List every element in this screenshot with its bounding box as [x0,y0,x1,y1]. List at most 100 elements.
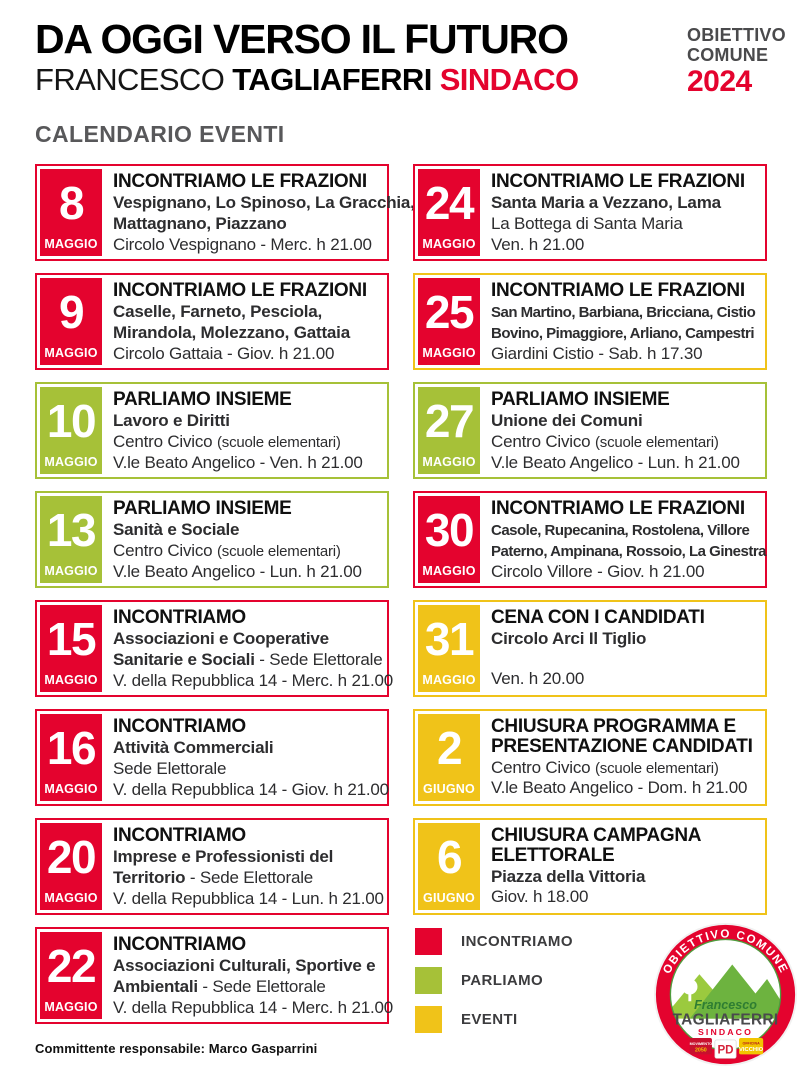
event-card: 8 MAGGIO INCONTRIAMO LE FRAZIONI Vespignano… [35,164,415,261]
event-date-block: 9 MAGGIO [40,278,102,365]
event-date-block: 6 GIUGNO [418,823,480,910]
text-segment: Attività Commerciali [113,737,274,757]
campaign-logo: OBIETTIVO COMUNE Francesco TAGLIAFERRI S… [653,922,798,1067]
event-date-block: 8 MAGGIO [40,169,102,256]
text-segment: Sanitarie e Sociali [113,650,255,670]
event-date-block: 2 GIUGNO [418,714,480,801]
text-segment: Casole, Rupecanina, Rostolena, Villore [491,521,750,539]
event-month: MAGGIO [422,455,476,469]
text-segment: Mirandola, Molezzano, Gattaia [113,323,350,343]
event-body: INCONTRIAMO LE FRAZIONI Santa Maria a Vez… [480,169,762,256]
event-detail-line: Vespignano, Lo Spinoso, La Gracchia, [113,193,415,214]
event-location-time: Giov. h 18.00 [491,887,589,907]
event-body: PARLIAMO INSIEME Unione dei Comuni Centro … [480,387,762,474]
events-column-left: 8 MAGGIO INCONTRIAMO LE FRAZIONI Vespignano… [35,164,415,1036]
event-title: INCONTRIAMO LE FRAZIONI [113,171,367,192]
text-segment: Bovino, Pimaggiore, Arliano, Campestri [491,325,755,343]
logo-role: SINDACO [698,1027,753,1037]
text-segment: (scuole elementari) [594,434,719,452]
event-detail-line: Piazza della Vittoria [491,867,758,888]
event-body: INCONTRIAMO Associazioni e Cooperative San… [102,605,394,692]
event-detail-line: Caselle, Farneto, Pesciola, [113,302,380,323]
section-title: CALENDARIO EVENTI [35,121,285,147]
legend-label: EVENTI [461,1011,518,1028]
event-month: MAGGIO [44,237,98,251]
event-card: 2 GIUGNO CHIUSURA PROGRAMMA E PRESENTAZION… [413,709,767,806]
event-day: 22 [46,940,97,992]
event-month: MAGGIO [44,1000,98,1014]
svg-text:2050: 2050 [695,1048,707,1054]
event-location-time: Circolo Vespignano - Merc. h 21.00 [113,235,372,255]
event-location-time: V. della Repubblica 14 - Merc. h 21.00 [113,998,394,1018]
text-segment: Circolo Arci Il Tiglio [491,628,647,648]
event-day: 8 [58,177,85,229]
event-card: 6 GIUGNO CHIUSURA CAMPAGNA ELETTORALE Piazz… [413,818,767,915]
event-detail-line: Mattagnano, Piazzano [113,214,380,235]
event-month: MAGGIO [44,782,98,796]
text-segment: Piazza della Vittoria [491,866,646,886]
event-day: 24 [424,177,475,229]
event-date-block: 24 MAGGIO [418,169,480,256]
event-day: 10 [46,395,97,447]
event-date-block: 22 MAGGIO [40,932,102,1019]
event-location-time: V.le Beato Angelico - Dom. h 21.00 [491,778,748,798]
legend-label: PARLIAMO [461,972,544,989]
event-location-time: V. della Repubblica 14 - Merc. h 21.00 [113,671,394,691]
event-card: 30 MAGGIO INCONTRIAMO LE FRAZIONI Casole, R… [413,491,767,588]
event-title: PARLIAMO INSIEME [113,389,292,410]
logo-tree-icon [682,979,698,995]
candidate-last-name: TAGLIAFERRI [232,62,440,98]
event-date-block: 13 MAGGIO [40,496,102,583]
event-detail-line: Imprese e Professionisti del [113,847,380,868]
event-detail-line: Centro Civico (scuole elementari) [113,432,380,453]
event-date-block: 30 MAGGIO [418,496,480,583]
event-title: INCONTRIAMO LE FRAZIONI [113,280,367,301]
campaign-logo-svg: OBIETTIVO COMUNE Francesco TAGLIAFERRI S… [653,922,798,1067]
logo-last-name: TAGLIAFERRI [673,1011,779,1028]
legend-item: INCONTRIAMO [415,928,573,955]
header: DA OGGI VERSO IL FUTURO FRANCESCO TAGLIA… [35,16,579,98]
candidate-line: FRANCESCO TAGLIAFERRI SINDACO [35,62,579,98]
logo-party-badges: MOVIMENTO 2050 PD OFFICINA VICCHIO [689,1038,764,1059]
event-title: PARLIAMO INSIEME [491,389,670,410]
text-segment: Unione dei Comuni [491,410,643,430]
event-title: INCONTRIAMO [113,716,246,737]
event-day: 20 [46,831,97,883]
event-date-block: 15 MAGGIO [40,605,102,692]
text-segment: (scuole elementari) [216,543,341,561]
event-detail-line: Centro Civico (scuole elementari) [491,432,758,453]
event-title: INCONTRIAMO [113,825,246,846]
event-title: INCONTRIAMO [113,607,246,628]
text-segment: Associazioni Culturali, Sportive e [113,955,376,975]
event-day: 6 [436,831,463,883]
event-detail-line: Associazioni Culturali, Sportive e [113,956,380,977]
event-body: INCONTRIAMO Imprese e Professionisti del T… [102,823,384,910]
event-month: GIUGNO [423,891,475,905]
event-body: INCONTRIAMO LE FRAZIONI Caselle, Farneto,… [102,278,384,365]
poster-title: DA OGGI VERSO IL FUTURO [35,16,569,62]
event-month: MAGGIO [44,564,98,578]
text-segment: San Martino, Barbiana, Bricciana, Cistio [491,303,756,321]
event-detail-line: Centro Civico (scuole elementari) [113,541,380,562]
event-title: INCONTRIAMO LE FRAZIONI [491,498,745,519]
text-segment: Santa Maria a Vezzano, Lama [491,192,721,212]
event-title: CENA CON I CANDIDATI [491,607,705,628]
event-month: MAGGIO [422,237,476,251]
text-segment: (scuole elementari) [216,434,341,452]
event-body: PARLIAMO INSIEME Sanità e Sociale Centro C… [102,496,384,583]
event-month: MAGGIO [422,346,476,360]
event-body: INCONTRIAMO LE FRAZIONI San Martino, Barb… [480,278,762,365]
event-body: CHIUSURA CAMPAGNA ELETTORALE Piazza della… [480,823,762,910]
text-segment: Associazioni e Cooperative [113,628,329,648]
text-segment: Vespignano, Lo Spinoso, La Gracchia, [113,192,415,212]
event-date-block: 25 MAGGIO [418,278,480,365]
movimento-badge [689,1038,712,1055]
pd-badge [714,1039,737,1059]
event-detail-line: Ambientali - Sede Elettorale [113,977,380,998]
event-date-block: 20 MAGGIO [40,823,102,910]
event-month: MAGGIO [422,673,476,687]
event-card: 31 MAGGIO CENA CON I CANDIDATI Circolo Arci… [413,600,767,697]
svg-text:OFFICINA: OFFICINA [742,1041,760,1045]
event-detail-line: La Bottega di Santa Maria [491,214,758,235]
legend-color-swatch [415,928,442,955]
